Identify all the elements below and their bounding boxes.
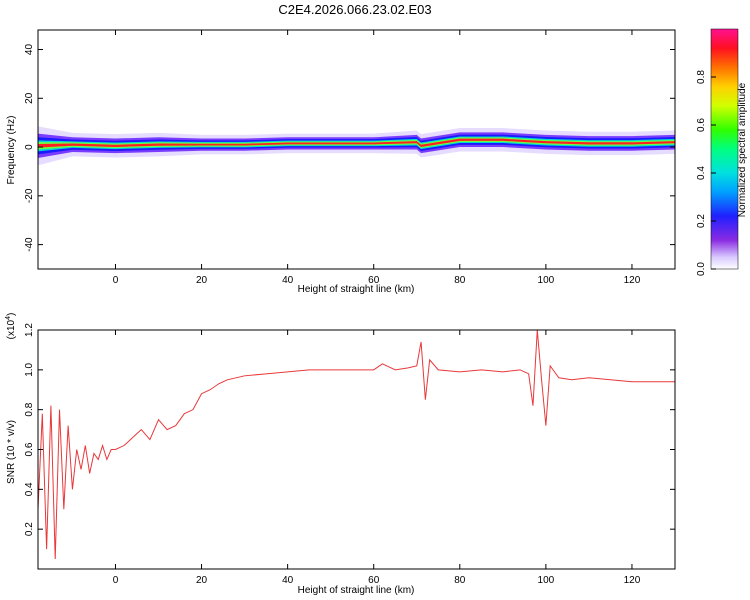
y-tick-label: 1.2 (24, 323, 35, 337)
colorbar-gradient (710, 28, 739, 270)
x-tick-label: 0 (113, 575, 119, 586)
y-scale-base: (x10 (6, 319, 17, 339)
colorbar-tick-label: 0.4 (696, 166, 707, 180)
x-tick-label: 20 (196, 575, 208, 586)
x-tick-label: 60 (368, 575, 380, 586)
top-y-axis-label: Frequency (Hz) (6, 116, 17, 185)
y-tick-label: 0.6 (24, 442, 35, 456)
colorbar-tick-label: 0.6 (696, 118, 707, 132)
bottom-x-axis-label: Height of straight line (km) (298, 585, 415, 596)
x-tick-label: 100 (538, 275, 555, 286)
bottom-y-axis-label: SNR (10 * v/v) (6, 420, 17, 484)
y-tick-label: -20 (24, 188, 35, 203)
colorbar-tick-label: 0.8 (696, 70, 707, 84)
x-tick-label: 120 (624, 575, 641, 586)
top-y-axis: -40 -20 0 20 40 (24, 44, 675, 252)
bottom-y-axis: 0.2 0.4 0.6 0.8 1.0 1.2 (24, 323, 675, 536)
y-tick-label: 0.2 (24, 522, 35, 536)
colorbar-ticks: 0.0 0.2 0.4 0.6 0.8 (696, 70, 716, 276)
x-tick-label: 40 (282, 575, 294, 586)
y-tick-label: 0.8 (24, 402, 35, 416)
y-scale-multiplier: (x104) (5, 313, 17, 340)
y-tick-label: 0 (24, 144, 35, 150)
snr-series-line (38, 330, 675, 560)
colorbar-label: Normalized spectral amplitude (737, 82, 748, 217)
colorbar: 0.0 0.2 0.4 0.6 0.8 Normalized spectral ampl… (696, 28, 748, 276)
colorbar-tick-label: 0.2 (696, 214, 707, 228)
colorbar-tick-label: 0.0 (696, 262, 707, 276)
spectrogram-frame (37, 29, 676, 270)
x-tick-label: 20 (196, 275, 208, 286)
spectrogram-panel: 0 20 40 60 80 100 120 -40 -20 0 20 40 Height of st… (6, 29, 676, 295)
x-tick-label: 60 (368, 275, 380, 286)
x-tick-label: 0 (113, 275, 119, 286)
svg-text:(x104): (x104) (5, 313, 17, 340)
y-tick-label: 20 (24, 92, 35, 104)
bottom-x-axis: 0 20 40 60 80 100 120 (113, 330, 641, 586)
x-tick-label: 40 (282, 275, 294, 286)
band-contour (38, 138, 675, 148)
top-x-axis: 0 20 40 60 80 100 120 (113, 30, 641, 286)
y-tick-label: 40 (24, 44, 35, 56)
top-x-axis-label: Height of straight line (km) (298, 284, 415, 295)
y-tick-label: 1.0 (24, 362, 35, 376)
snr-panel: 0 20 40 60 80 100 120 0.2 0.4 0.6 0.8 1.0 1.2 Heigh… (5, 313, 676, 596)
y-tick-label: -40 (24, 237, 35, 252)
x-tick-label: 80 (454, 275, 466, 286)
y-tick-label: 0.4 (24, 482, 35, 496)
spectral-band (38, 126, 675, 166)
x-tick-label: 100 (538, 575, 555, 586)
y-scale-exponent: 4 (5, 316, 12, 320)
x-tick-label: 80 (454, 575, 466, 586)
x-tick-label: 120 (624, 275, 641, 286)
figure-title: C2E4.2026.066.23.02.E03 (278, 2, 431, 17)
